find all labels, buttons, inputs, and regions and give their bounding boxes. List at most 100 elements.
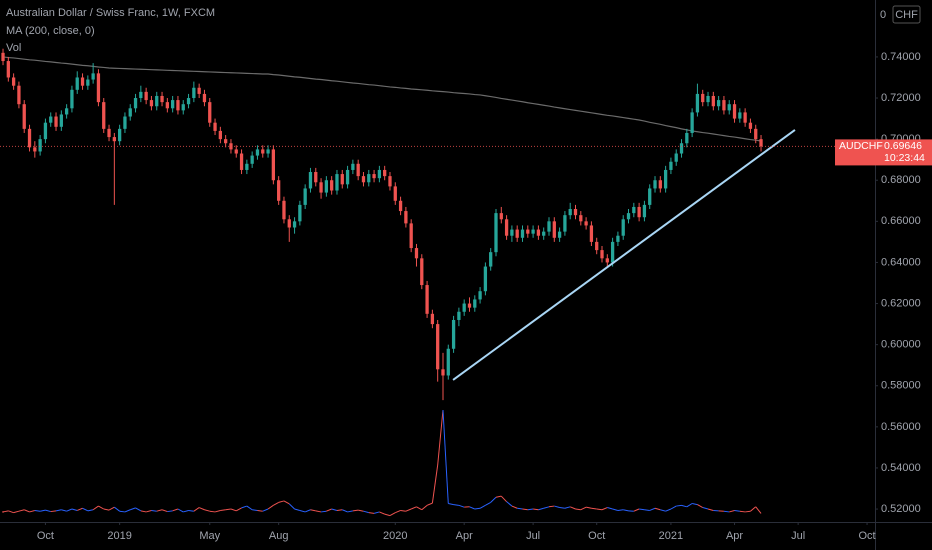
x-tick-label: Oct (588, 530, 605, 542)
candle-body (404, 211, 408, 224)
candle-body (27, 128, 32, 148)
volume-segment (8, 510, 14, 514)
candle-body (504, 219, 509, 236)
volume-segment (400, 509, 406, 512)
volume-segment (262, 508, 269, 512)
candle-body (123, 116, 127, 129)
candle-body (17, 85, 21, 105)
volume-segment (538, 507, 544, 511)
volume-segment (745, 510, 751, 513)
volume-segment (40, 509, 46, 512)
volume-segment (506, 501, 513, 507)
volume-segment (601, 507, 608, 511)
volume-segment (527, 508, 534, 511)
volume-segment (612, 508, 619, 511)
volume-segment (29, 509, 35, 513)
candle-body (139, 91, 143, 99)
candle-body (658, 180, 662, 189)
candle-body (663, 169, 668, 189)
volume-segment (442, 409, 449, 504)
candle-body (11, 77, 16, 86)
volume-segment (172, 508, 179, 512)
candle-body (282, 200, 286, 220)
volume-segment (114, 506, 120, 512)
currency-label[interactable]: CHF (895, 9, 918, 21)
volume-segment (214, 509, 221, 513)
volume-segment (151, 509, 157, 512)
candle-body (255, 149, 260, 156)
volume-segment (644, 509, 650, 511)
volume-segment (692, 503, 698, 506)
volume-segment (734, 509, 740, 512)
volume-segment (283, 500, 290, 505)
candle-body (75, 77, 79, 90)
x-tick-label: Oct (37, 530, 54, 542)
candle-body (605, 258, 609, 263)
volume-segment (140, 510, 147, 513)
candle-body (542, 231, 546, 236)
volume-segment (660, 509, 666, 512)
candle-body (499, 213, 503, 220)
candle-body (356, 163, 360, 177)
chart-title: Australian Dollar / Swiss Franc, 1W, FXC… (6, 7, 215, 19)
volume-segment (278, 500, 285, 503)
candle-body (197, 87, 201, 94)
volume-segment (379, 511, 385, 515)
candle-body (133, 98, 138, 109)
volume-segment (548, 505, 555, 508)
volume-segment (500, 495, 507, 503)
candle-body (345, 169, 350, 185)
trendline (452, 129, 796, 381)
y-tick-label: 0.64000 (881, 256, 921, 268)
candle-body (80, 77, 85, 86)
candle-body (43, 122, 48, 140)
candle-body (33, 147, 37, 152)
candle-body (186, 98, 191, 105)
volume-segment (103, 508, 110, 511)
countdown-label: 10:23:44 (884, 152, 925, 164)
candle-body (589, 225, 594, 242)
volume-segment (533, 508, 539, 511)
volume-segment (177, 508, 184, 513)
candle-body (626, 213, 631, 220)
volume-segment (342, 509, 348, 513)
candle-body (388, 176, 392, 187)
volume-segment (146, 509, 152, 513)
volume-segment (320, 510, 327, 513)
y-tick-label: 0.58000 (881, 380, 921, 392)
candle-body (372, 174, 376, 179)
candle-body (171, 100, 175, 109)
candle-body (552, 221, 556, 238)
candle-body (489, 252, 493, 267)
candle-body (743, 112, 747, 123)
volume-segment (564, 506, 571, 509)
volume-segment (607, 507, 613, 510)
ma-line (2, 56, 762, 142)
candle-body (679, 143, 684, 154)
candle-body (38, 139, 42, 152)
candle-body (117, 128, 122, 142)
volume-segment (676, 504, 682, 507)
volume-segment (405, 508, 412, 512)
candle-body (49, 116, 53, 123)
candle-body (398, 200, 403, 212)
currency-box[interactable] (892, 5, 921, 24)
candle-body (441, 369, 445, 376)
x-tick-label: Apr (726, 530, 743, 542)
candle-body (584, 221, 588, 226)
volume-segment (522, 508, 528, 511)
volume-segment (193, 507, 200, 512)
x-tick-label: May (199, 530, 220, 542)
x-tick-label: Oct (858, 530, 875, 542)
candle-body (478, 291, 482, 300)
volume-segment (294, 508, 300, 511)
volume-segment (77, 507, 83, 511)
candle-body (711, 95, 715, 107)
volume-segment (358, 509, 364, 512)
candle-body (425, 285, 429, 314)
candle-body (308, 172, 313, 189)
symbol-label: AUDCHF (839, 140, 883, 152)
volume-segment (124, 509, 131, 513)
candle-body (706, 95, 710, 103)
x-tick-label: 2021 (659, 530, 683, 542)
